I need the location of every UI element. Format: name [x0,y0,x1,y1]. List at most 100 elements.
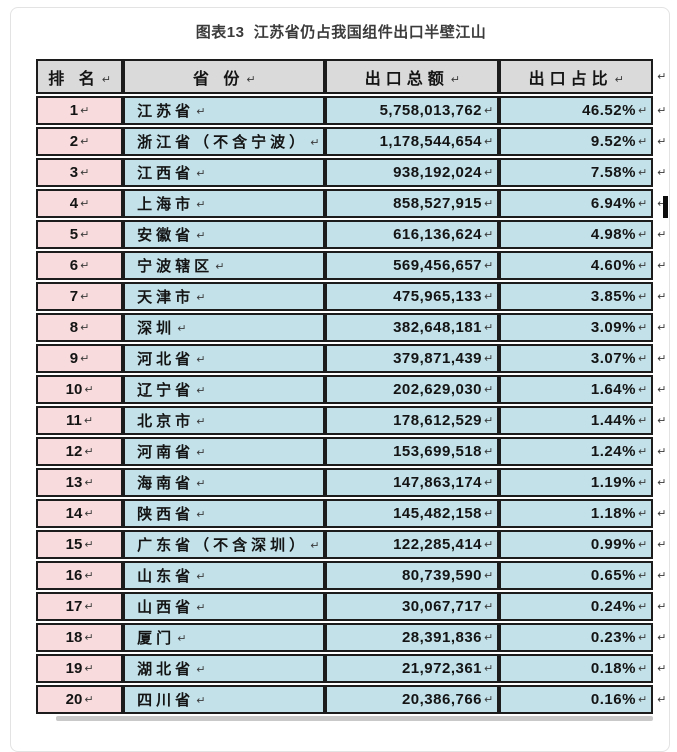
province-name: 河北省 [137,351,195,368]
export-total-value: 178,612,529 [393,412,483,429]
province-cell: 海南省 ↵ [123,468,326,497]
row-end-mark-icon: ↵ [657,197,667,210]
paragraph-mark-icon: ↵ [484,290,494,303]
paragraph-mark-icon: ↵ [80,290,90,303]
share-value: 4.60% [590,257,636,274]
paragraph-mark-icon: ↵ [637,600,648,613]
province-cell: 四川省 ↵ [123,685,326,714]
paragraph-mark-icon: ↵ [246,72,256,86]
header-province-label: 省 份 [192,70,245,88]
table-row: 19 ↵ 湖北省 ↵ 21,972,361 ↵ 0.18% ↵ ↵ [36,654,669,683]
row-end-mark: ↵ [653,592,669,621]
province-cell: 山东省 ↵ [123,561,326,590]
rank-value: 2 [69,133,79,150]
rank-value: 6 [69,257,79,274]
table-row: 2 ↵ 浙江省（不含宁波） ↵ 1,178,544,654 ↵ 9.52% ↵ ↵ [36,127,669,156]
row-end-mark-icon: ↵ [657,476,667,489]
rank-value: 13 [65,474,83,491]
paragraph-mark-icon: ↵ [637,197,648,210]
row-end-mark: ↵ [653,685,669,714]
paragraph-mark-icon: ↵ [484,600,494,613]
paragraph-mark-icon: ↵ [177,632,187,645]
export-total-cell: 202,629,030 ↵ [325,375,500,404]
paragraph-mark-icon: ↵ [196,167,206,180]
province-cell: 厦门 ↵ [123,623,326,652]
paragraph-mark-icon: ↵ [84,445,94,458]
table-row: 15 ↵ 广东省（不含深圳） ↵ 122,285,414 ↵ 0.99% ↵ ↵ [36,530,669,559]
export-total-value: 21,972,361 [401,660,483,677]
paragraph-mark-icon: ↵ [80,259,90,272]
share-cell: 7.58% ↵ [499,158,654,187]
share-cell: 4.98% ↵ [499,220,654,249]
share-value: 3.85% [590,288,636,305]
export-total-cell: 20,386,766 ↵ [325,685,500,714]
share-value: 0.65% [590,567,636,584]
row-end-mark: ↵ [653,251,669,280]
rank-cell: 18 ↵ [36,623,124,652]
paragraph-mark-icon: ↵ [484,538,494,551]
share-value: 6.94% [590,195,636,212]
province-cell: 辽宁省 ↵ [123,375,326,404]
row-end-mark: ↵ [653,220,669,249]
paragraph-mark-icon: ↵ [310,539,320,552]
paragraph-mark-icon: ↵ [637,445,648,458]
province-name: 厦门 [137,630,176,647]
row-end-mark: ↵ [653,282,669,311]
province-cell: 江西省 ↵ [123,158,326,187]
rank-cell: 2 ↵ [36,127,124,156]
province-name: 湖北省 [137,661,195,678]
province-cell: 河南省 ↵ [123,437,326,466]
paragraph-mark-icon: ↵ [84,507,94,520]
export-total-cell: 616,136,624 ↵ [325,220,500,249]
row-end-mark-icon: ↵ [657,352,667,365]
rank-cell: 20 ↵ [36,685,124,714]
paragraph-mark-icon: ↵ [80,135,90,148]
paragraph-mark-icon: ↵ [484,228,494,241]
paragraph-mark-icon: ↵ [637,321,648,334]
paragraph-mark-icon: ↵ [637,662,648,675]
share-cell: 0.99% ↵ [499,530,654,559]
export-total-value: 858,527,915 [393,195,483,212]
province-cell: 陕西省 ↵ [123,499,326,528]
row-end-mark: ↵ [653,59,669,94]
paragraph-mark-icon: ↵ [484,166,494,179]
row-end-mark: ↵ [653,189,669,218]
rank-value: 1 [69,102,79,119]
rank-value: 8 [69,319,79,336]
paragraph-mark-icon: ↵ [84,383,94,396]
row-end-mark-icon: ↵ [657,662,667,675]
share-value: 0.24% [590,598,636,615]
share-value: 1.19% [590,474,636,491]
share-cell: 0.24% ↵ [499,592,654,621]
rank-value: 15 [65,536,83,553]
row-end-mark-icon: ↵ [657,600,667,613]
province-name: 河南省 [137,444,195,461]
rank-cell: 4 ↵ [36,189,124,218]
paragraph-mark-icon: ↵ [84,693,94,706]
export-total-cell: 153,699,518 ↵ [325,437,500,466]
share-cell: 3.07% ↵ [499,344,654,373]
header-export-total-label: 出口总额 [364,70,449,88]
paragraph-mark-icon: ↵ [637,383,648,396]
paragraph-mark-icon: ↵ [450,72,460,86]
province-name: 宁波辖区 [137,258,214,275]
share-cell: 46.52% ↵ [499,96,654,125]
province-name: 安徽省 [137,227,195,244]
paragraph-mark-icon: ↵ [196,291,206,304]
row-end-mark-icon: ↵ [657,104,667,117]
row-end-mark-icon: ↵ [657,569,667,582]
table-row: 16 ↵ 山东省 ↵ 80,739,590 ↵ 0.65% ↵ ↵ [36,561,669,590]
rank-value: 10 [65,381,83,398]
paragraph-mark-icon: ↵ [196,477,206,490]
paragraph-mark-icon: ↵ [84,600,94,613]
share-value: 9.52% [590,133,636,150]
rank-cell: 8 ↵ [36,313,124,342]
share-cell: 0.23% ↵ [499,623,654,652]
province-name: 四川省 [137,692,195,709]
share-value: 0.16% [590,691,636,708]
export-total-cell: 145,482,158 ↵ [325,499,500,528]
share-value: 46.52% [582,102,636,119]
paragraph-mark-icon: ↵ [484,631,494,644]
export-total-value: 145,482,158 [393,505,483,522]
row-end-mark: ↵ [653,313,669,342]
